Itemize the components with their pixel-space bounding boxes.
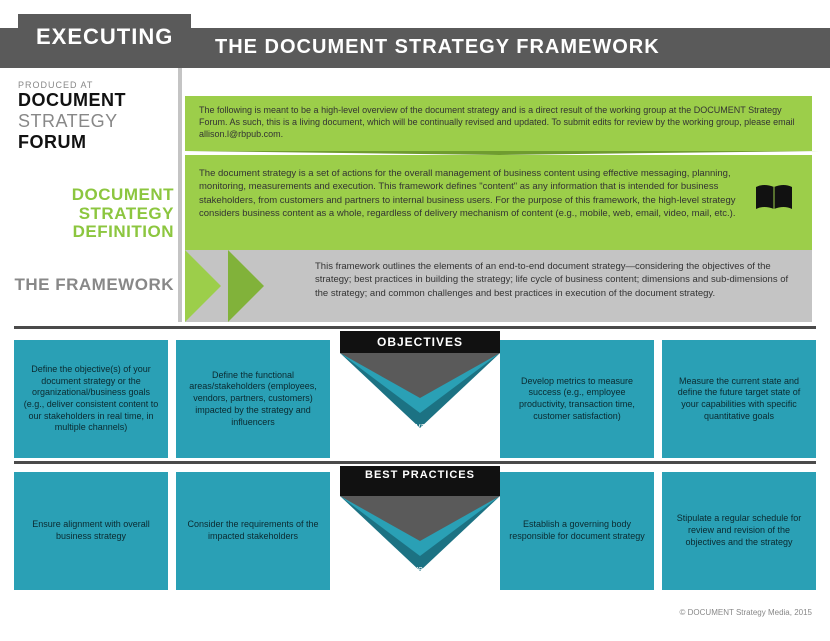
framework-chevron-1 (185, 250, 221, 322)
page: EXECUTING THE DOCUMENT STRATEGY FRAMEWOR… (0, 0, 830, 641)
bp-card-5: Stipulate a regular schedule for review … (662, 472, 816, 590)
objective-card-4: Develop metrics to measure success (e.g.… (500, 340, 654, 458)
bp-card-2: Consider the requirements of the impacte… (176, 472, 330, 590)
definition-label: DOCUMENT STRATEGY DEFINITION (14, 186, 174, 242)
produced-at: PRODUCED AT (18, 80, 168, 90)
executing-label: EXECUTING (18, 14, 191, 60)
bp-card-4: Establish a governing body responsible f… (500, 472, 654, 590)
best-practices-row: Ensure alignment with overall business s… (14, 472, 816, 590)
bp-card-1: Ensure alignment with overall business s… (14, 472, 168, 590)
vertical-track (178, 68, 182, 322)
intro-box: The following is meant to be a high-leve… (185, 96, 812, 151)
book-icon (754, 183, 794, 213)
produced-block: PRODUCED AT DOCUMENT STRATEGY FORUM (18, 80, 168, 153)
objective-card-2: Define the functional areas/stakeholders… (176, 340, 330, 458)
bp-card-3: Obtain executive sponsorship (338, 472, 492, 590)
objective-card-3: Enumerate relevant regulatory requiremen… (338, 340, 492, 458)
objective-card-1: Define the objective(s) of your document… (14, 340, 168, 458)
logo-forum: FORUM (18, 132, 168, 153)
definition-text: The document strategy is a set of action… (199, 167, 742, 220)
framework-block: This framework outlines the elements of … (185, 250, 812, 322)
framework-text: This framework outlines the elements of … (315, 260, 798, 300)
objective-card-5: Measure the current state and define the… (662, 340, 816, 458)
framework-chevron-2 (228, 250, 264, 322)
logo-document: DOCUMENT (18, 90, 168, 111)
divider-2 (14, 461, 816, 464)
definition-block: The document strategy is a set of action… (185, 155, 812, 250)
objectives-row: Define the objective(s) of your document… (14, 340, 816, 458)
footer-copyright: © DOCUMENT Strategy Media, 2015 (680, 608, 812, 617)
divider-1 (14, 326, 816, 329)
framework-label: THE FRAMEWORK (14, 276, 174, 295)
page-title: THE DOCUMENT STRATEGY FRAMEWORK (215, 36, 660, 59)
logo-strategy: STRATEGY (18, 111, 168, 132)
